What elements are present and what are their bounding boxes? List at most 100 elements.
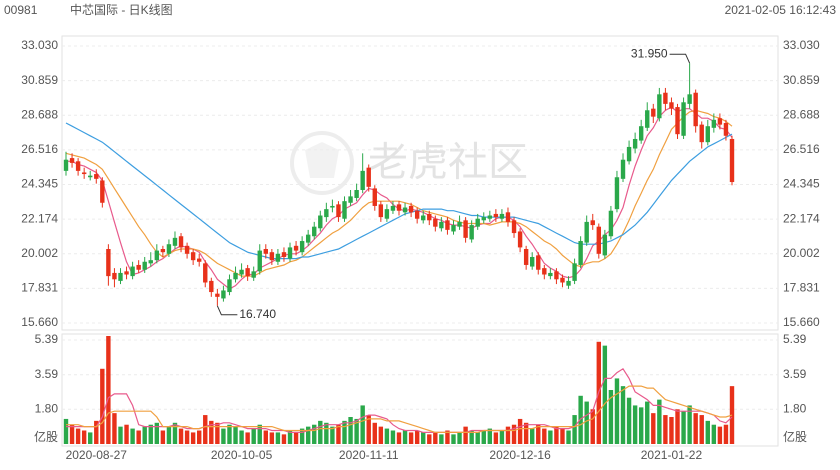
candle-body xyxy=(118,272,123,281)
volume-unit: 亿股 xyxy=(783,429,807,444)
candle-body xyxy=(233,272,238,280)
candle-body xyxy=(384,209,390,219)
volume-unit: 亿股 xyxy=(34,429,58,444)
volume-bar xyxy=(318,420,323,444)
volume-bar xyxy=(184,430,190,444)
annotation-label: 16.740 xyxy=(239,307,276,321)
volume-panel xyxy=(61,333,779,447)
volume-bar xyxy=(305,426,311,444)
candle-body xyxy=(263,249,268,254)
volume-bar xyxy=(590,409,595,444)
volume-bar xyxy=(572,415,577,444)
candle-body xyxy=(287,247,293,259)
volume-bar xyxy=(178,428,184,444)
volume-bar xyxy=(445,430,450,444)
volume-bar xyxy=(118,426,123,444)
volume-bar xyxy=(172,422,178,444)
volume-bar xyxy=(63,418,69,444)
candle-body xyxy=(584,221,589,243)
candle-body xyxy=(251,271,256,278)
y-tick-label: 28.688 xyxy=(21,107,58,121)
candle-body xyxy=(729,138,735,183)
volume-bar xyxy=(657,399,662,444)
candle-body xyxy=(723,123,729,136)
volume-bar xyxy=(651,413,656,444)
volume-bar xyxy=(233,426,238,444)
volume-bar xyxy=(263,430,268,444)
candle-body xyxy=(227,279,232,293)
annotation-line xyxy=(216,305,238,316)
volume-bar xyxy=(717,426,723,444)
volume-bar xyxy=(197,430,202,444)
volume-bar xyxy=(88,432,93,444)
volume-bar xyxy=(469,430,474,444)
candle-body xyxy=(487,215,493,219)
volume-bar xyxy=(94,420,99,444)
candle-body xyxy=(523,249,529,265)
volume-bar xyxy=(112,413,117,444)
y-tick-label: 28.688 xyxy=(783,107,820,121)
candle-body xyxy=(130,266,135,277)
candle-body xyxy=(184,245,190,254)
y-tick-label: 15.660 xyxy=(21,315,58,329)
candle-body xyxy=(536,255,541,270)
candle-body xyxy=(530,256,535,267)
volume-bar xyxy=(645,401,650,444)
x-tick-label: 2020-11-11 xyxy=(339,448,399,462)
y-tick-label: 1.80 xyxy=(35,401,59,415)
volume-bar xyxy=(693,413,698,444)
y-tick-label: 33.030 xyxy=(21,38,58,52)
candle-body xyxy=(542,268,547,275)
volume-bar xyxy=(408,432,414,444)
volume-bar xyxy=(451,434,456,444)
candle-body xyxy=(457,221,462,227)
y-tick-label: 15.660 xyxy=(783,315,820,329)
candle-body xyxy=(112,272,117,280)
candle-body xyxy=(475,218,480,227)
volume-bar xyxy=(324,422,329,444)
candle-body xyxy=(505,212,511,222)
volume-bar xyxy=(517,418,523,444)
candle-body xyxy=(439,221,444,229)
candle-body xyxy=(548,272,553,277)
volume-bar xyxy=(215,422,220,444)
candle-body xyxy=(620,159,626,179)
volume-bar xyxy=(330,426,335,444)
volume-bar xyxy=(433,432,438,444)
candle-body xyxy=(257,250,262,272)
moving-average xyxy=(65,122,733,260)
volume-bar xyxy=(427,434,432,444)
volume-bar xyxy=(638,407,644,444)
y-tick-label: 30.859 xyxy=(783,73,820,87)
candle-body xyxy=(221,290,226,299)
volume-bar xyxy=(548,430,553,444)
volume-bar xyxy=(457,432,462,444)
volume-bar xyxy=(360,405,365,444)
candle-body xyxy=(408,205,414,213)
candle-body xyxy=(336,204,341,218)
y-tick-label: 33.030 xyxy=(783,38,820,52)
volume-bar xyxy=(209,420,214,444)
volume-bar xyxy=(396,432,402,444)
candle-body xyxy=(275,253,281,262)
volume-bar xyxy=(560,428,565,444)
candle-body xyxy=(590,220,595,226)
volume-bar xyxy=(620,386,626,444)
candle-body xyxy=(717,118,723,125)
annotation-label: 31.950 xyxy=(631,46,668,60)
candle-body xyxy=(342,201,347,219)
volume-bar xyxy=(287,430,293,444)
candle-body xyxy=(281,252,287,257)
candle-body xyxy=(402,207,408,213)
volume-bar xyxy=(100,368,105,444)
candle-body xyxy=(560,277,565,283)
candle-body xyxy=(312,226,317,237)
volume-bar xyxy=(81,430,87,444)
volume-bar xyxy=(348,417,353,444)
annotation-line xyxy=(669,53,691,64)
candle-body xyxy=(493,213,499,218)
candle-body xyxy=(172,237,178,246)
candle-body xyxy=(421,215,426,221)
candle-body xyxy=(239,269,244,275)
candle-body xyxy=(348,196,353,203)
